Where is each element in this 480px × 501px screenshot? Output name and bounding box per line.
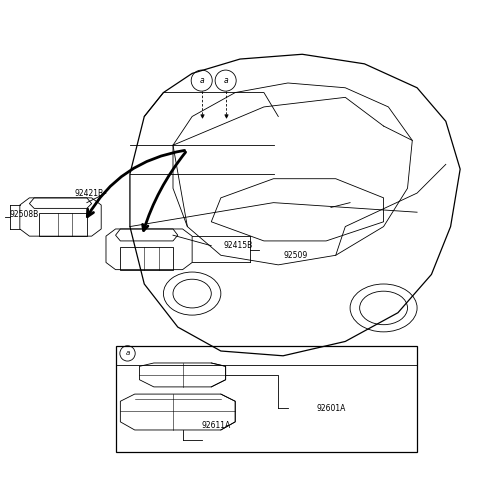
Bar	[39, 213, 87, 236]
Bar	[120, 246, 173, 270]
Text: 92508B: 92508B	[9, 210, 38, 219]
Text: 92601A: 92601A	[317, 404, 346, 413]
Text: 92509: 92509	[283, 251, 307, 260]
Text: a: a	[199, 76, 204, 85]
Text: a: a	[125, 350, 130, 356]
Text: 92421B: 92421B	[75, 188, 104, 197]
Text: 92611A: 92611A	[202, 421, 231, 430]
Bar	[116, 346, 417, 451]
Text: 92415B: 92415B	[223, 241, 252, 250]
Text: a: a	[223, 76, 228, 85]
